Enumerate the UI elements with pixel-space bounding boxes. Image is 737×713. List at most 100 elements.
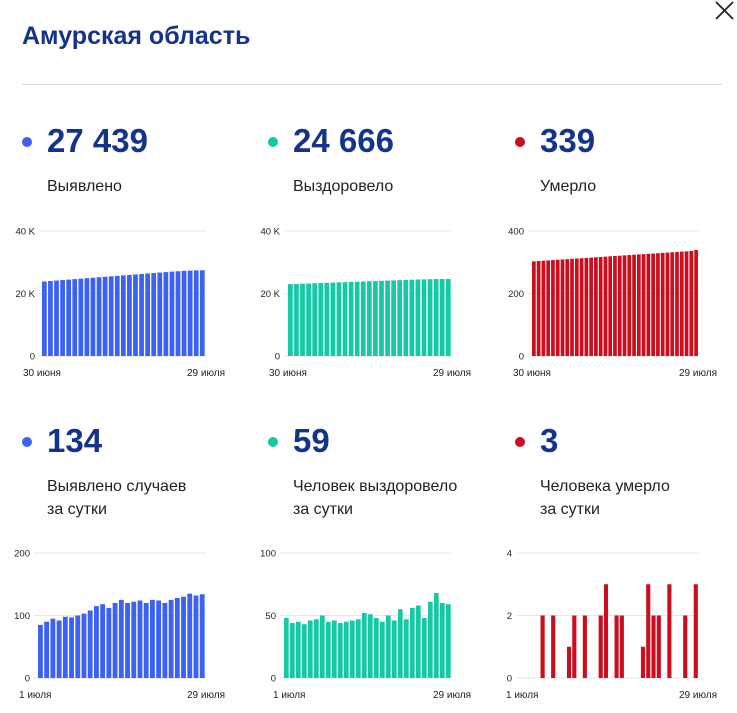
bar bbox=[294, 283, 299, 356]
bar bbox=[574, 258, 579, 356]
bar bbox=[84, 278, 90, 356]
bar bbox=[646, 584, 651, 678]
stat-label: Человека умерло bbox=[540, 478, 670, 495]
bar bbox=[632, 254, 636, 356]
bar bbox=[50, 618, 56, 679]
close-button[interactable] bbox=[711, 0, 737, 22]
bar bbox=[284, 618, 289, 678]
stat-daily-died: 3 Человека умерло за сутки bbox=[515, 422, 715, 522]
bar bbox=[651, 253, 656, 356]
bar bbox=[332, 620, 337, 678]
stat-daily-recovered: 59 Человек выздоровело за сутки bbox=[268, 422, 498, 522]
x-tick-label-start: 30 июня bbox=[513, 368, 551, 379]
bar bbox=[665, 252, 670, 356]
bar bbox=[385, 280, 390, 357]
bar bbox=[434, 593, 439, 678]
bar bbox=[684, 251, 689, 356]
bar bbox=[356, 619, 361, 678]
stat-daily-detected: 134 Выявлено случаев за сутки bbox=[22, 422, 242, 522]
bar bbox=[439, 279, 445, 356]
bar bbox=[392, 620, 397, 678]
bar bbox=[75, 615, 81, 678]
bar bbox=[199, 594, 205, 678]
y-tick-label: 50 bbox=[265, 611, 276, 622]
x-tick-label-start: 1 июля bbox=[19, 690, 51, 701]
bar bbox=[541, 260, 546, 356]
bar bbox=[410, 608, 415, 678]
bar bbox=[66, 279, 72, 356]
series-dot bbox=[268, 137, 278, 147]
bar bbox=[373, 281, 378, 356]
x-tick-label-end: 29 июля bbox=[433, 690, 471, 701]
bar bbox=[427, 279, 433, 356]
bar bbox=[320, 615, 325, 678]
bar bbox=[551, 615, 556, 678]
bar bbox=[598, 256, 603, 356]
bar bbox=[404, 619, 409, 678]
stat-label-sub: за сутки bbox=[540, 501, 600, 518]
bar bbox=[368, 614, 373, 678]
bar bbox=[565, 259, 570, 357]
y-tick-label: 0 bbox=[25, 674, 30, 685]
bar bbox=[133, 274, 138, 356]
bar bbox=[348, 281, 354, 356]
bar bbox=[608, 256, 613, 356]
bar bbox=[330, 282, 336, 356]
bar bbox=[199, 270, 205, 356]
bar bbox=[288, 284, 293, 357]
bar bbox=[168, 599, 174, 679]
bar bbox=[391, 280, 396, 356]
bar bbox=[540, 615, 545, 678]
bar bbox=[143, 603, 149, 678]
bar bbox=[589, 257, 593, 356]
y-tick-label: 2 bbox=[507, 611, 512, 622]
bar bbox=[42, 281, 47, 356]
bar bbox=[440, 603, 445, 678]
bar bbox=[308, 620, 313, 678]
bar bbox=[603, 256, 608, 357]
bar bbox=[416, 605, 421, 678]
bar bbox=[656, 615, 661, 678]
y-tick-label: 200 bbox=[14, 549, 30, 560]
bar bbox=[54, 280, 59, 356]
stat-label-sub: за сутки bbox=[47, 501, 107, 518]
bar bbox=[350, 620, 355, 678]
bar bbox=[102, 276, 108, 356]
bar bbox=[318, 283, 324, 356]
stat-detected: 27 439 Выявлено bbox=[22, 120, 242, 210]
bar bbox=[670, 252, 675, 356]
bar bbox=[546, 260, 551, 357]
bar bbox=[679, 251, 684, 357]
y-tick-label: 0 bbox=[507, 674, 512, 685]
x-tick-label-start: 1 июля bbox=[506, 690, 538, 701]
y-tick-label: 200 bbox=[508, 289, 524, 300]
bar bbox=[314, 619, 319, 678]
bar bbox=[689, 251, 694, 356]
y-tick-label: 0 bbox=[30, 352, 35, 363]
stat-label: Умерло bbox=[540, 178, 597, 195]
bar bbox=[175, 271, 181, 356]
bar bbox=[613, 256, 617, 356]
x-tick-label-start: 30 июня bbox=[269, 368, 307, 379]
bar bbox=[374, 618, 379, 678]
bar bbox=[302, 624, 307, 678]
bar bbox=[603, 584, 609, 678]
bar bbox=[56, 620, 62, 678]
bar bbox=[60, 280, 65, 356]
bar bbox=[366, 281, 372, 356]
bar bbox=[409, 279, 415, 356]
bar bbox=[62, 616, 68, 678]
stat-value: 134 bbox=[47, 422, 103, 459]
bar bbox=[137, 600, 143, 678]
y-tick-label: 100 bbox=[14, 611, 30, 622]
bar bbox=[157, 272, 163, 356]
bar bbox=[151, 273, 157, 356]
bar bbox=[379, 280, 384, 356]
bar bbox=[617, 255, 622, 356]
bar bbox=[44, 621, 50, 678]
bar bbox=[169, 271, 175, 357]
stat-value: 27 439 bbox=[47, 122, 148, 159]
bar bbox=[660, 252, 665, 357]
bar bbox=[163, 272, 169, 356]
